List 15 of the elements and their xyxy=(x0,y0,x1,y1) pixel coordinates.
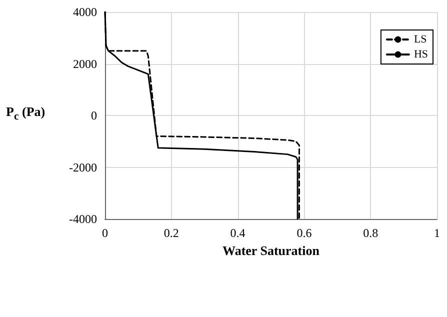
x-tick-label: 1 xyxy=(434,226,440,240)
legend-label: LS xyxy=(414,34,427,46)
y-tick-label: -4000 xyxy=(69,212,97,226)
x-axis-title: Water Saturation xyxy=(222,242,320,258)
y-axis-title: P$_{c}$ (Pa) xyxy=(6,104,46,123)
y-tick-label: 4000 xyxy=(73,5,97,19)
x-tick-label: 0 xyxy=(102,226,108,240)
y-tick-label: -2000 xyxy=(69,160,97,174)
y-tick-label: 2000 xyxy=(73,56,97,71)
y-tick-label: 0 xyxy=(91,108,97,122)
x-tick-label: 0.8 xyxy=(363,226,378,240)
x-tick-label: 0.6 xyxy=(296,226,312,240)
x-tick-label: 0.2 xyxy=(164,226,179,240)
x-tick-label: 0.4 xyxy=(230,226,246,240)
legend-label: HS xyxy=(414,48,428,60)
